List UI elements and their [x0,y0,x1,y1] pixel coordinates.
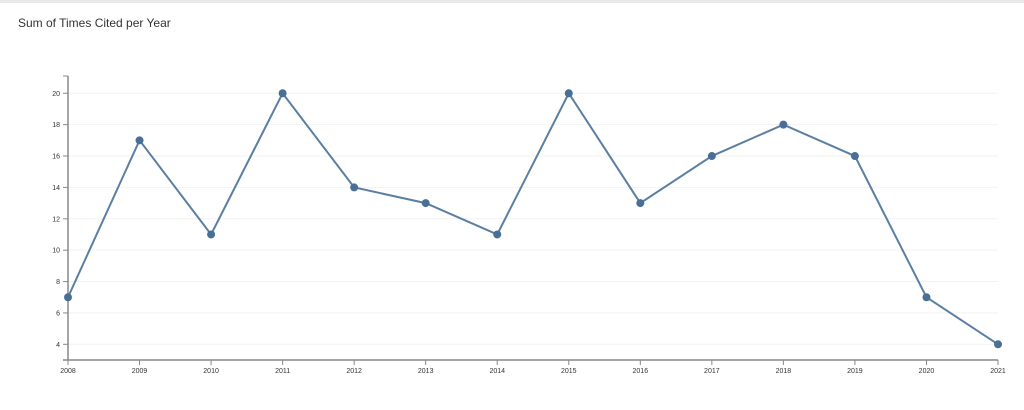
y-tick-label: 12 [52,216,60,223]
data-point [207,230,216,239]
y-tick-label: 14 [52,185,60,192]
data-point [493,230,502,239]
x-tick-label: 2010 [203,368,219,375]
x-tick-label: 2013 [418,368,434,375]
chart-title: Sum of Times Cited per Year [18,16,171,30]
x-tick-label: 2012 [346,368,362,375]
x-tick-label: 2021 [990,368,1006,375]
data-point [350,183,359,192]
data-point [278,89,287,98]
y-tick-label: 10 [52,248,60,255]
x-tick-label: 2014 [489,368,505,375]
x-tick-label: 2018 [776,368,792,375]
data-point [779,120,788,129]
data-point [64,293,72,302]
data-point [850,152,859,161]
y-tick-label: 18 [52,122,60,129]
data-point [636,199,645,208]
y-tick-label: 6 [56,310,60,317]
y-tick-label: 8 [56,279,60,286]
data-point [994,340,1002,349]
y-tick-label: 4 [56,342,60,349]
data-point [922,293,931,302]
y-tick-label: 20 [52,91,60,98]
x-tick-label: 2020 [919,368,935,375]
data-point [421,199,430,208]
x-tick-label: 2019 [847,368,863,375]
x-tick-label: 2011 [275,368,290,375]
x-tick-label: 2008 [60,368,76,375]
y-tick-label: 16 [52,154,60,161]
top-border [0,0,1024,3]
data-point [707,152,716,161]
data-point [135,136,144,145]
x-tick-label: 2015 [561,368,577,375]
x-tick-label: 2017 [704,368,720,375]
series-line [67,91,999,346]
data-point [564,89,573,98]
x-tick-label: 2016 [633,368,649,375]
x-tick-label: 2009 [132,368,148,375]
